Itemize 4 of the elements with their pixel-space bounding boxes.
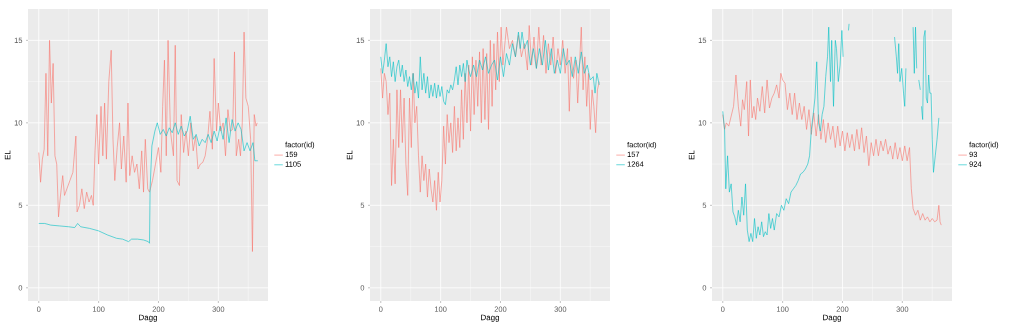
line-series: [380, 25, 600, 211]
line-series: [38, 115, 259, 244]
line-series: [380, 31, 600, 105]
line-series: [38, 31, 258, 252]
